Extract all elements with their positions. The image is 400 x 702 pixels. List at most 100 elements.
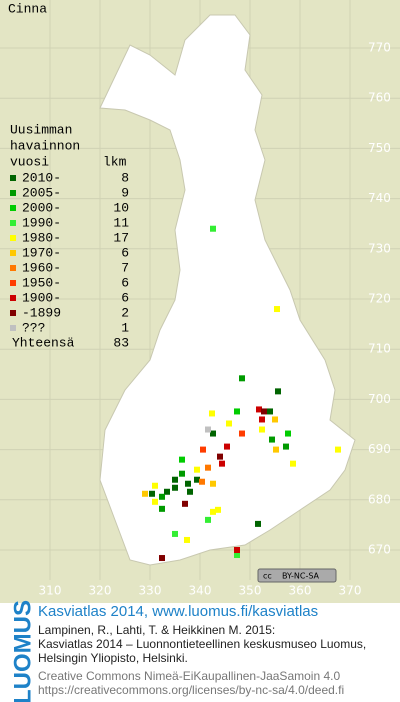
observation: [159, 505, 165, 512]
legend-count: 6: [121, 245, 129, 260]
observation: [272, 416, 278, 423]
observation: [164, 488, 170, 495]
legend-label: 1980-: [22, 230, 61, 245]
legend-swatch: [10, 295, 16, 301]
license-badge: [257, 568, 337, 583]
legend-swatch: [10, 280, 16, 286]
observation: [179, 456, 185, 463]
observation: [234, 547, 240, 553]
legend-heading: havainnon: [10, 138, 80, 153]
observation: [172, 484, 178, 491]
legend-swatch: [10, 325, 16, 331]
license-line: https://creativecommons.org/licenses/by-…: [38, 683, 344, 697]
legend-swatch: [10, 205, 16, 211]
observation: [199, 478, 205, 485]
map-title: Cinna: [8, 1, 47, 16]
observation: [210, 430, 216, 437]
observation: [215, 506, 221, 513]
legend-heading: vuosi: [10, 154, 49, 169]
legend-label: 1970-: [22, 245, 61, 260]
observation: [194, 466, 200, 473]
observation: [209, 410, 215, 417]
legend-label: ???: [22, 320, 45, 335]
legend-swatch: [10, 190, 16, 196]
observation: [185, 480, 191, 487]
citation-line: Lampinen, R., Lahti, T. & Heikkinen M. 2…: [38, 623, 275, 637]
badge-text: BY-NC-SA: [282, 572, 320, 581]
legend-count: 8: [121, 170, 129, 185]
x-tick-label: 310: [39, 584, 62, 598]
legend-count: 7: [121, 260, 129, 275]
observation: [219, 460, 225, 467]
legend-label: -1899: [22, 305, 61, 320]
x-tick-label: 340: [189, 584, 212, 598]
observation: [210, 480, 216, 487]
observation: [275, 388, 281, 395]
y-tick-label: 770: [368, 41, 391, 55]
x-tick-label: 360: [289, 584, 312, 598]
y-tick-label: 750: [368, 141, 391, 155]
legend-total-label: Yhteensä: [12, 335, 75, 350]
legend-swatch: [10, 220, 16, 226]
observation: [283, 443, 289, 450]
x-tick-label: 320: [89, 584, 112, 598]
citation-line: Helsingin Yliopisto, Helsinki.: [38, 651, 188, 665]
observation: [172, 530, 178, 537]
observation: [210, 508, 216, 515]
legend-count: 10: [113, 200, 129, 215]
legend-total: 83: [113, 335, 129, 350]
legend-count: 11: [113, 215, 129, 230]
y-tick-label: 700: [368, 392, 391, 406]
y-tick-label: 760: [368, 91, 391, 105]
y-tick-label: 670: [368, 543, 391, 557]
legend-label: 1990-: [22, 215, 61, 230]
license-line: Creative Commons Nimeä-EiKaupallinen-Jaa…: [38, 669, 340, 683]
observation: [142, 490, 148, 497]
observation: [149, 490, 155, 497]
observation: [234, 552, 240, 559]
footer-link[interactable]: Kasviatlas 2014, www.luomus.fi/kasviatla…: [38, 603, 318, 620]
observation: [210, 225, 216, 232]
observation: [152, 498, 158, 505]
badge-cc: cc: [263, 572, 272, 581]
legend-swatch: [10, 235, 16, 241]
y-tick-label: 730: [368, 241, 391, 255]
observation: [205, 516, 211, 523]
legend-label: 2005-: [22, 185, 61, 200]
observation: [224, 443, 230, 450]
logo: LUOMUS: [9, 600, 36, 702]
observation: [269, 436, 275, 443]
legend-label: 1900-: [22, 290, 61, 305]
observation: [159, 493, 165, 500]
x-tick-label: 350: [239, 584, 262, 598]
footer: Lampinen, R., Lahti, T. & Heikkinen M. 2…: [38, 623, 366, 697]
legend-label: 1960-: [22, 260, 61, 275]
legend-label: 1950-: [22, 275, 61, 290]
observation: [285, 430, 291, 437]
observation: [335, 446, 341, 453]
observation: [159, 555, 165, 562]
legend-swatch: [10, 310, 16, 316]
observation: [187, 488, 193, 495]
observation: [239, 430, 245, 437]
observation: [184, 536, 190, 543]
y-tick-label: 720: [368, 292, 391, 306]
finland-outline: [99, 14, 356, 566]
observation: [205, 464, 211, 471]
legend-count-heading: lkm: [103, 154, 127, 169]
legend-swatch: [10, 265, 16, 271]
observation: [226, 420, 232, 427]
citation-line: Kasviatlas 2014 – Luonnontieteellinen ke…: [38, 637, 366, 651]
observation: [259, 416, 265, 423]
observation: [182, 500, 188, 507]
observation: [179, 470, 185, 477]
y-tick-label: 690: [368, 442, 391, 456]
legend-heading: Uusimman: [10, 122, 72, 137]
observation: [273, 446, 279, 453]
observation: [152, 482, 158, 489]
legend-count: 2: [121, 305, 129, 320]
observation: [172, 476, 178, 483]
legend-label: 2000-: [22, 200, 61, 215]
